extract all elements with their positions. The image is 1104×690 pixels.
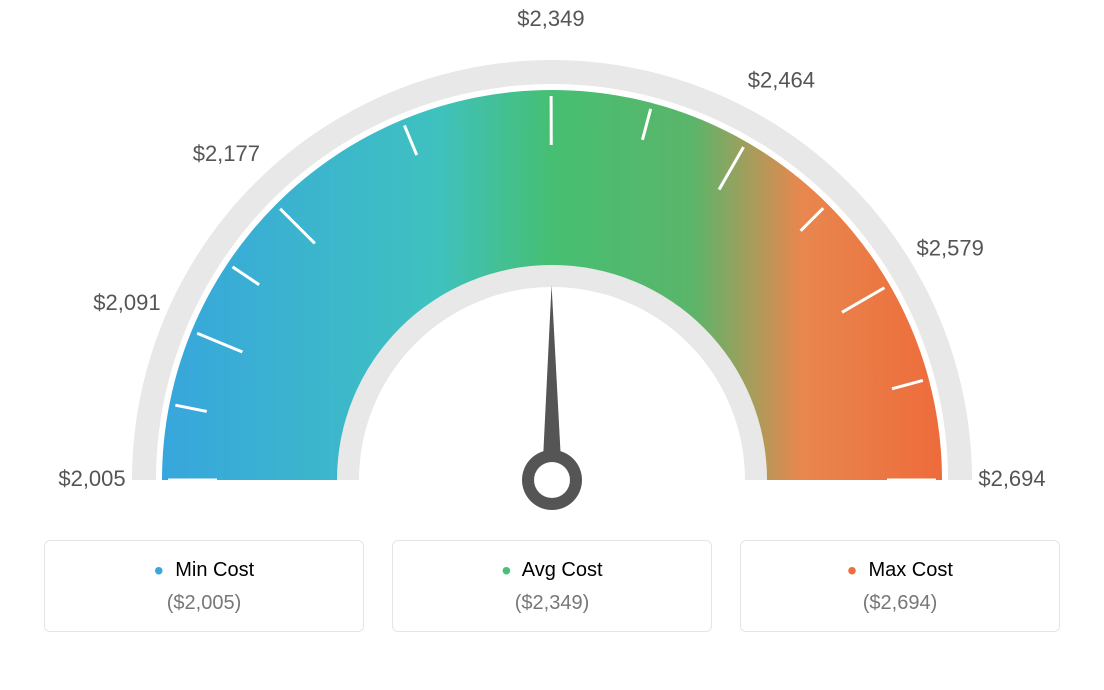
legend-label: Max Cost bbox=[868, 559, 952, 581]
svg-text:$2,579: $2,579 bbox=[917, 236, 984, 261]
legend-label: Avg Cost bbox=[522, 559, 603, 581]
legend-row: • Min Cost ($2,005) • Avg Cost ($2,349) … bbox=[0, 540, 1104, 632]
cost-gauge: $2,005 $2,091 $2,177 $2,349 $2,464 $2,579 $2,6… bbox=[0, 0, 1104, 540]
legend-value-min: ($2,005) bbox=[55, 592, 353, 615]
svg-text:$2,349: $2,349 bbox=[517, 6, 584, 31]
dot-icon: • bbox=[154, 555, 164, 586]
legend-card-min: • Min Cost ($2,005) bbox=[44, 540, 364, 632]
legend-label: Min Cost bbox=[175, 559, 254, 581]
svg-text:$2,464: $2,464 bbox=[748, 67, 815, 92]
dot-icon: • bbox=[501, 555, 511, 586]
svg-text:$2,005: $2,005 bbox=[58, 466, 125, 491]
gauge-svg: $2,005 $2,091 $2,177 $2,349 $2,464 $2,579 $2,6… bbox=[0, 0, 1104, 540]
legend-card-max: • Max Cost ($2,694) bbox=[740, 540, 1060, 632]
svg-text:$2,091: $2,091 bbox=[93, 290, 160, 315]
legend-card-avg: • Avg Cost ($2,349) bbox=[392, 540, 712, 632]
legend-title-avg: • Avg Cost bbox=[403, 559, 701, 582]
legend-title-min: • Min Cost bbox=[55, 559, 353, 582]
legend-value-avg: ($2,349) bbox=[403, 592, 701, 615]
legend-value-max: ($2,694) bbox=[751, 592, 1049, 615]
legend-title-max: • Max Cost bbox=[751, 559, 1049, 582]
svg-text:$2,177: $2,177 bbox=[193, 141, 260, 166]
dot-icon: • bbox=[847, 555, 857, 586]
svg-text:$2,694: $2,694 bbox=[978, 466, 1045, 491]
